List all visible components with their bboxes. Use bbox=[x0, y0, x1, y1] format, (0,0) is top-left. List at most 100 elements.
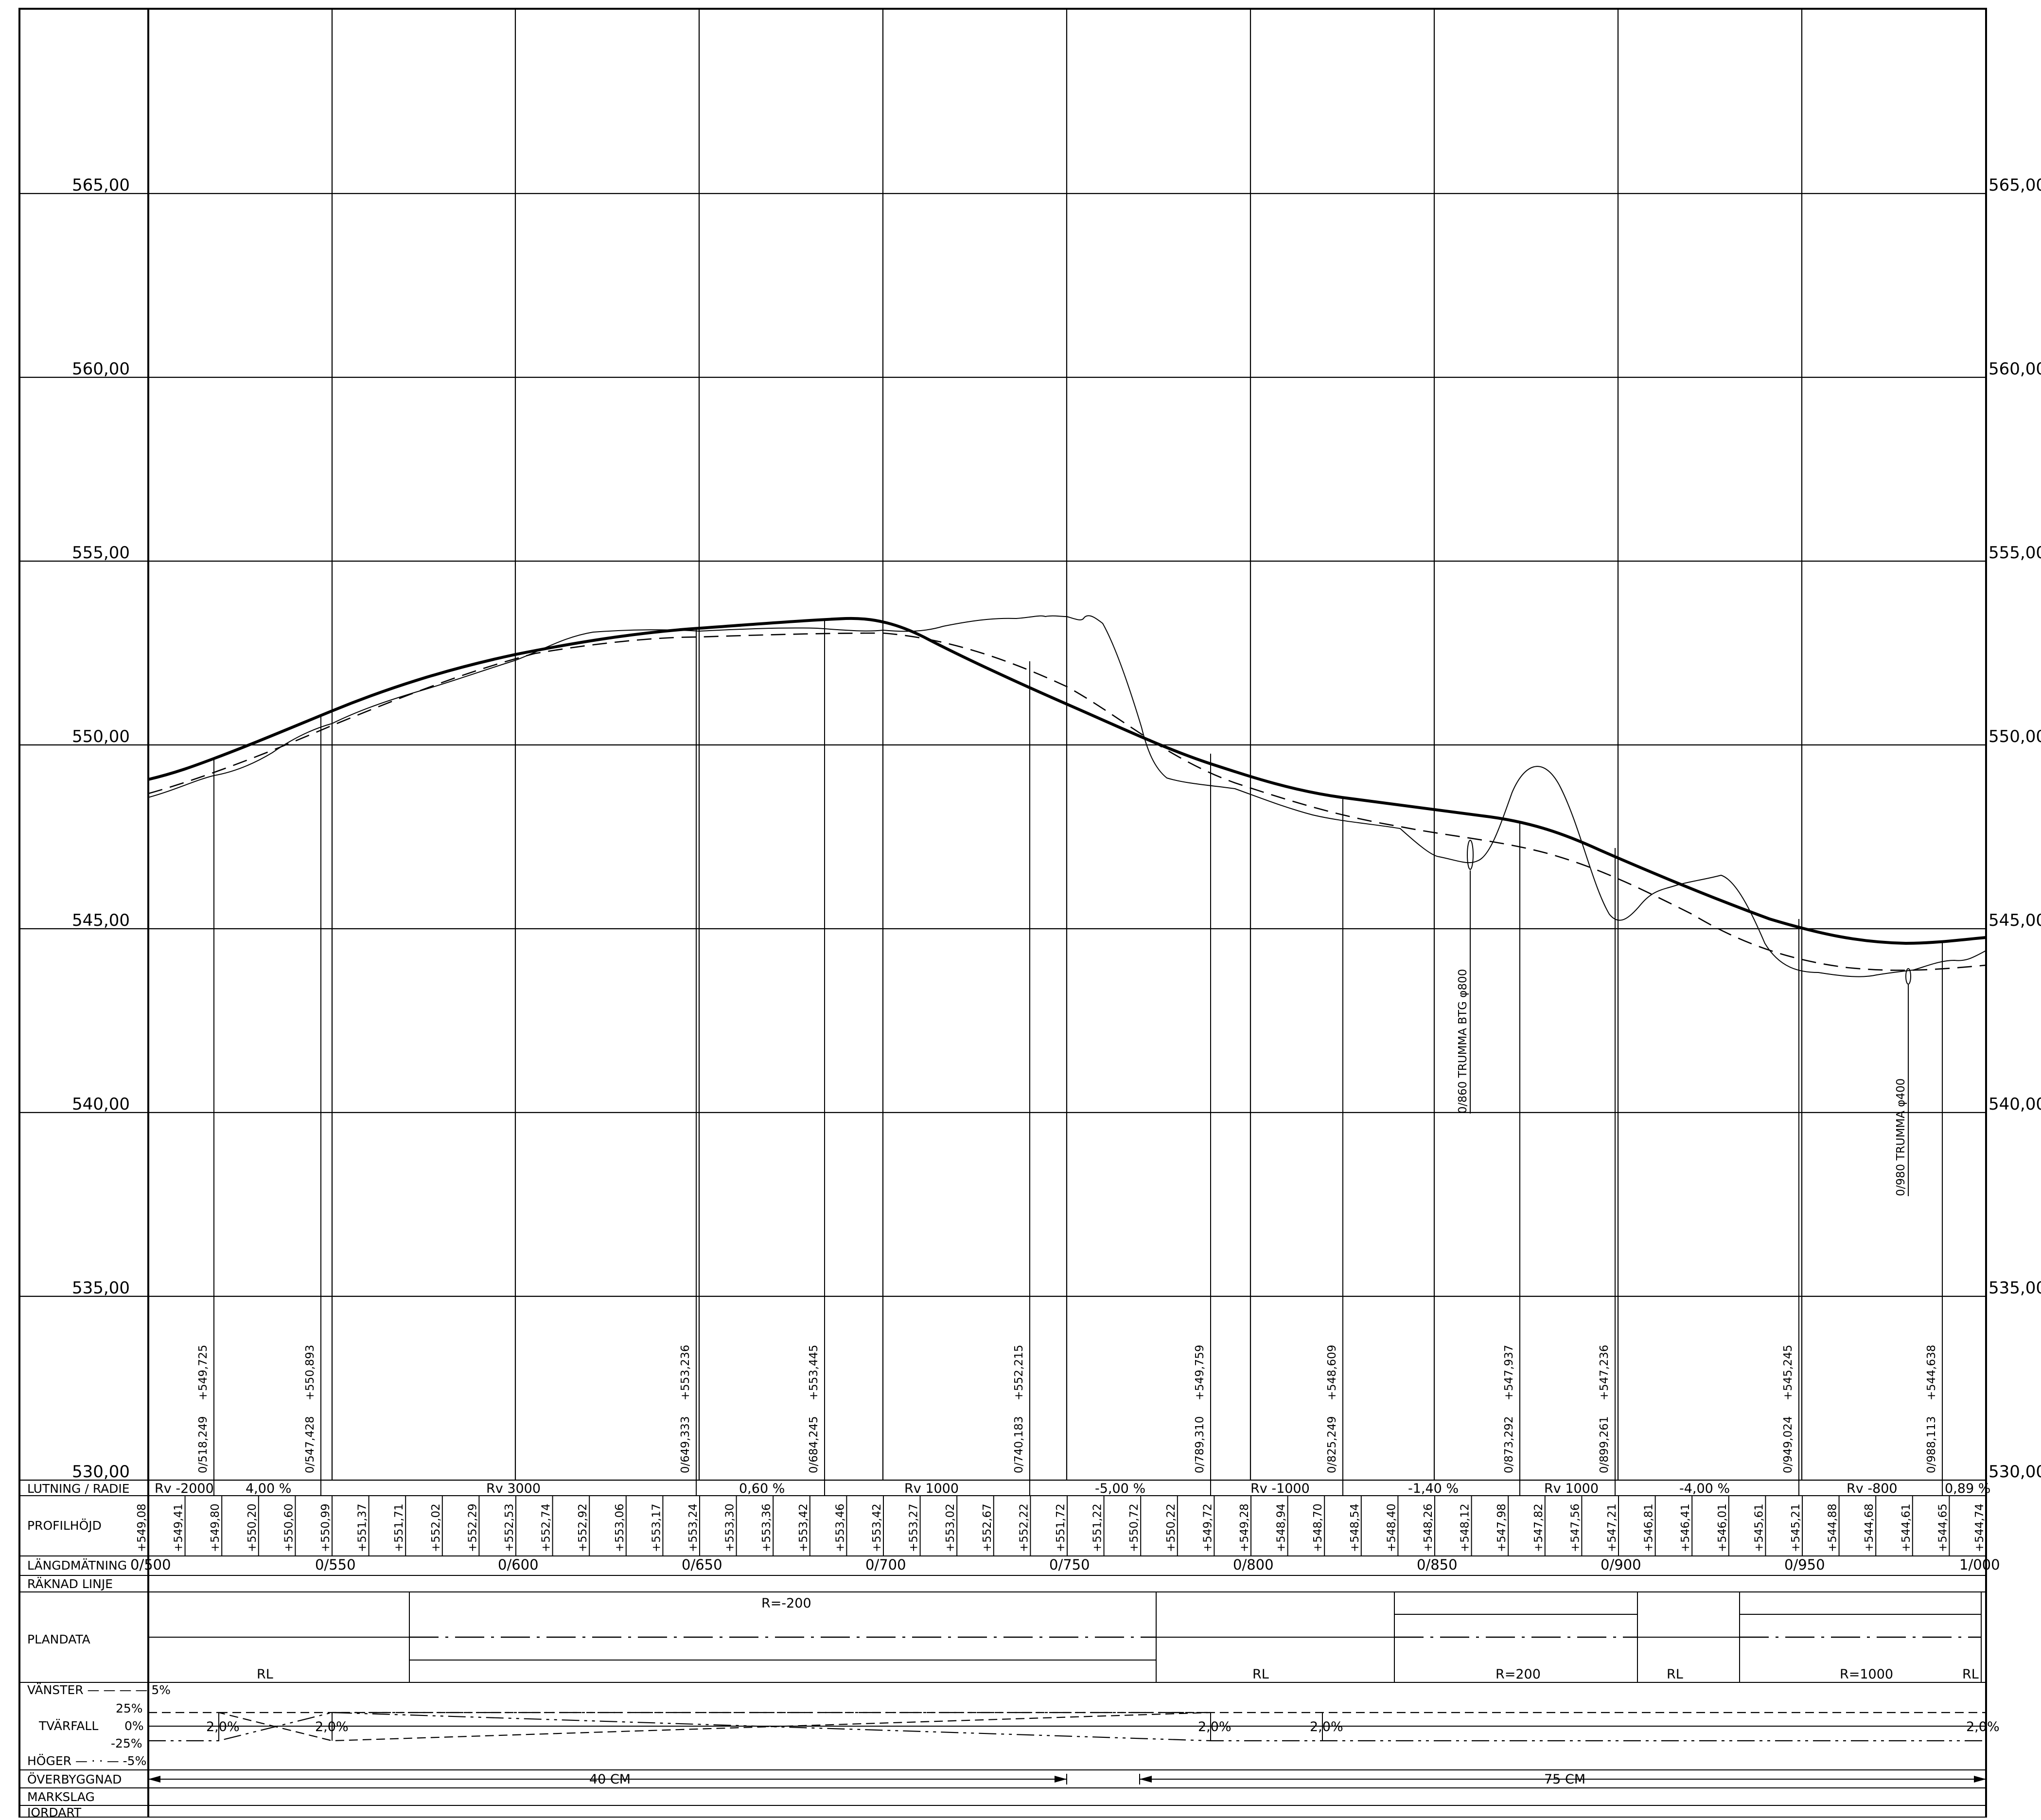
culvert-label: 0/980 TRUMMA φ400 bbox=[1895, 1078, 1907, 1196]
design-point-station: 0/873,292 bbox=[1503, 1416, 1515, 1474]
profilhojd-value: +545,61 bbox=[1753, 1503, 1765, 1552]
profilhojd-value: +552,29 bbox=[466, 1503, 479, 1552]
profile-data-table: LUTNING / RADIE PROFILHÖJD LÄNGDMÄTNING … bbox=[19, 9, 2000, 1820]
design-point-station: 0/988,113 bbox=[1925, 1416, 1938, 1474]
profilhojd-value: +550,99 bbox=[319, 1503, 332, 1552]
profilhojd-value: +551,37 bbox=[356, 1503, 369, 1552]
profilhojd-value: +553,46 bbox=[834, 1503, 846, 1552]
lutning-radie-row: Rv -2000 4,00 % Rv 3000 0,60 % Rv 1000 -… bbox=[155, 1480, 1990, 1496]
station-label: 0/700 bbox=[865, 1556, 906, 1573]
elevation-label: 545,00 bbox=[72, 911, 130, 930]
row-label-tvarfall: TVÄRFALL bbox=[38, 1719, 98, 1733]
profilhojd-row: +549,08 +549,41 +549,80 +550,20 +550,60 +550,… bbox=[136, 1496, 1987, 1556]
culvert-symbol bbox=[1467, 840, 1474, 870]
lutning-cell: Rv 1000 bbox=[904, 1481, 959, 1496]
profilhojd-value: +552,53 bbox=[503, 1503, 516, 1552]
profilhojd-value: +552,67 bbox=[981, 1503, 994, 1552]
profilhojd-value: +547,56 bbox=[1569, 1503, 1582, 1552]
profilhojd-value: +551,72 bbox=[1055, 1503, 1067, 1552]
elevation-label: 560,00 bbox=[72, 359, 130, 379]
plandata-radius: R=-200 bbox=[761, 1596, 811, 1611]
overbyggnad-row: 40 CM 75 CM bbox=[148, 1772, 1986, 1787]
culvert-symbol bbox=[1905, 968, 1911, 985]
lutning-cell: -5,00 % bbox=[1095, 1481, 1145, 1496]
profilhojd-value: +544,65 bbox=[1936, 1503, 1949, 1552]
elevation-labels-left: 565,00 560,00 555,00 550,00 545,00 540,0… bbox=[72, 176, 130, 1482]
station-label: 0/800 bbox=[1233, 1556, 1274, 1573]
design-profile-line bbox=[148, 617, 1987, 945]
plandata-label: RL bbox=[1667, 1667, 1683, 1682]
design-point-height: +547,937 bbox=[1503, 1345, 1515, 1400]
elevation-label: 555,00 bbox=[1988, 543, 2041, 563]
profilhojd-value: +549,41 bbox=[173, 1503, 185, 1552]
row-label-markslag: MARKSLAG bbox=[27, 1790, 95, 1804]
design-point-height: +549,759 bbox=[1194, 1345, 1206, 1400]
design-point-height: +553,445 bbox=[808, 1345, 820, 1400]
station-grid bbox=[331, 9, 1803, 1480]
elevation-label: 555,00 bbox=[72, 543, 130, 563]
profilhojd-value: +548,94 bbox=[1275, 1503, 1288, 1552]
lutning-cell: -4,00 % bbox=[1679, 1481, 1730, 1496]
design-point-height: +544,638 bbox=[1925, 1345, 1938, 1400]
plandata-label: RL bbox=[1252, 1667, 1269, 1682]
profilhojd-value: +544,61 bbox=[1900, 1503, 1913, 1552]
design-point-station: 0/649,333 bbox=[679, 1416, 692, 1474]
tvarfall-value: 2,0% bbox=[1310, 1719, 1343, 1734]
row-label-vanster: VÄNSTER — — — — 5% bbox=[27, 1683, 171, 1697]
elevation-label: 550,00 bbox=[72, 727, 130, 746]
elevation-label: 535,00 bbox=[72, 1278, 130, 1298]
tvarfall-row: 25% 0% -25% 2,0% 2,0% 2,0% 2,0% 2,0% bbox=[111, 1701, 2000, 1750]
station-label: 0/750 bbox=[1049, 1556, 1090, 1573]
profilhojd-value: +550,20 bbox=[246, 1503, 259, 1552]
station-label: 0/600 bbox=[498, 1556, 539, 1573]
plandata-label: RL bbox=[1962, 1667, 1979, 1682]
profilhojd-value: +553,30 bbox=[724, 1503, 737, 1552]
profilhojd-value: +551,71 bbox=[393, 1503, 405, 1552]
row-label-overbyggnad: ÖVERBYGGNAD bbox=[27, 1772, 122, 1786]
row-label-jordart: JORDART bbox=[26, 1805, 82, 1818]
subgrade-dashed-line bbox=[148, 632, 1987, 971]
profilhojd-value: +548,12 bbox=[1459, 1503, 1472, 1552]
design-point-height: +547,236 bbox=[1598, 1345, 1611, 1400]
tvarfall-value: 2,0% bbox=[206, 1719, 240, 1734]
design-point-markers: 0/518,249 +549,725 0/547,428 +550,893 0/… bbox=[197, 620, 1943, 1480]
design-point-station: 0/740,183 bbox=[1013, 1416, 1025, 1474]
design-point-station: 0/899,261 bbox=[1598, 1416, 1611, 1474]
elevation-label: 530,00 bbox=[72, 1462, 130, 1482]
profilhojd-value: +546,41 bbox=[1679, 1503, 1692, 1552]
profilhojd-value: +546,01 bbox=[1716, 1503, 1729, 1552]
row-label-raknad-linje: RÄKNAD LINJE bbox=[27, 1577, 113, 1591]
design-point-station: 0/789,310 bbox=[1194, 1416, 1206, 1474]
langdmatning-row: 0/500 0/550 0/600 0/650 0/700 0/750 0/80… bbox=[130, 1556, 2000, 1573]
tvarfall-value: 2,0% bbox=[315, 1719, 349, 1734]
overbyggnad-value: 75 CM bbox=[1544, 1772, 1585, 1787]
row-label-profilhojd: PROFILHÖJD bbox=[27, 1519, 102, 1533]
lutning-cell: Rv -800 bbox=[1847, 1481, 1898, 1496]
elevation-label: 540,00 bbox=[1988, 1095, 2041, 1114]
profilhojd-value: +548,70 bbox=[1312, 1503, 1324, 1552]
profilhojd-value: +547,98 bbox=[1496, 1503, 1508, 1552]
profilhojd-value: +550,22 bbox=[1165, 1503, 1178, 1552]
lutning-cell: Rv 1000 bbox=[1544, 1481, 1599, 1496]
design-point-station: 0/518,249 bbox=[197, 1416, 210, 1474]
culvert-label: 0/860 TRUMMA BTG φ800 bbox=[1457, 969, 1469, 1113]
profilhojd-value: +547,21 bbox=[1606, 1503, 1619, 1552]
profilhojd-value: +553,36 bbox=[760, 1503, 773, 1552]
row-label-langdmatning: LÄNGDMÄTNING bbox=[27, 1558, 127, 1573]
profilhojd-value: +552,92 bbox=[577, 1503, 589, 1552]
station-label: 1/000 bbox=[1959, 1556, 2000, 1573]
plandata-label: R=1000 bbox=[1840, 1667, 1893, 1682]
profilhojd-value: +549,28 bbox=[1238, 1503, 1251, 1552]
station-label: 0/650 bbox=[682, 1556, 722, 1573]
elevation-labels-right: 565,00 560,00 555,00 550,00 545,00 540,0… bbox=[1988, 176, 2041, 1482]
lutning-cell: 4,00 % bbox=[246, 1481, 291, 1496]
design-point-height: +550,893 bbox=[304, 1345, 317, 1400]
plandata-label: R=200 bbox=[1496, 1667, 1541, 1682]
elevation-grid bbox=[19, 193, 1986, 1481]
plandata-row: R=-200 RL RL R=200 RL R=1000 RL bbox=[148, 1592, 1982, 1682]
profilhojd-value: +548,26 bbox=[1422, 1503, 1435, 1552]
profilhojd-value: +552,22 bbox=[1018, 1503, 1030, 1552]
profilhojd-value: +553,42 bbox=[871, 1503, 883, 1552]
plandata-label: RL bbox=[257, 1667, 273, 1682]
